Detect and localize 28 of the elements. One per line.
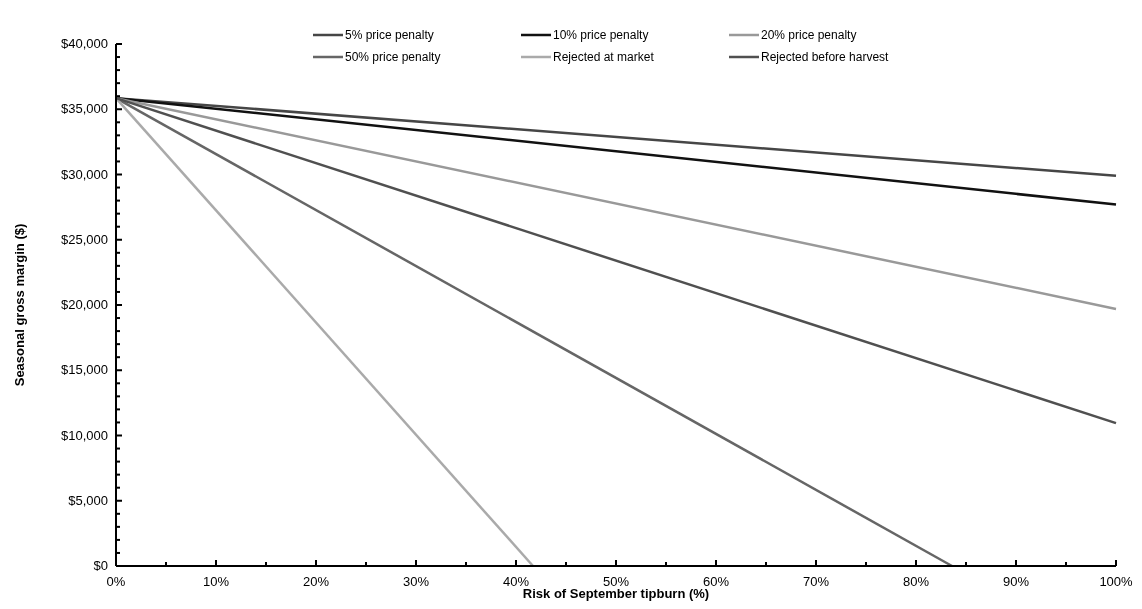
legend-label: Rejected before harvest xyxy=(761,50,890,64)
y-tick-label: $20,000 xyxy=(61,297,108,312)
legend-label: 50% price penalty xyxy=(345,50,441,64)
y-tick-label: $0 xyxy=(93,558,108,573)
x-tick-label: 20% xyxy=(302,574,330,589)
x-tick-label: 100% xyxy=(1099,574,1134,589)
legend-label: 5% price penalty xyxy=(345,28,434,42)
y-tick-label: $35,000 xyxy=(61,101,108,117)
x-tick-label: 30% xyxy=(402,574,430,589)
y-axis-title: Seasonal gross margin ($) xyxy=(12,223,27,387)
y-tick-label: $40,000 xyxy=(61,36,108,51)
x-tick-label: 50% xyxy=(602,574,630,589)
y-tick-label: $25,000 xyxy=(61,231,108,247)
legend-label: 20% price penalty xyxy=(761,28,857,42)
y-tick-label: $10,000 xyxy=(61,427,108,443)
y-tick-label: $5,000 xyxy=(68,492,108,508)
x-tick-label: 0% xyxy=(106,574,126,589)
y-tick-label: $30,000 xyxy=(61,166,108,182)
x-tick-label: 60% xyxy=(702,574,730,589)
x-tick-label: 10% xyxy=(202,574,230,589)
legend-label: Rejected at market xyxy=(553,50,655,64)
x-tick-label: 90% xyxy=(1002,574,1030,589)
x-tick-label: 70% xyxy=(802,574,830,589)
x-tick-label: 40% xyxy=(502,574,530,589)
legend-label: 10% price penalty xyxy=(553,28,649,42)
x-tick-label: 80% xyxy=(902,574,930,589)
y-tick-label: $15,000 xyxy=(61,362,108,378)
x-axis-title: Risk of September tipburn (%) xyxy=(522,586,710,601)
